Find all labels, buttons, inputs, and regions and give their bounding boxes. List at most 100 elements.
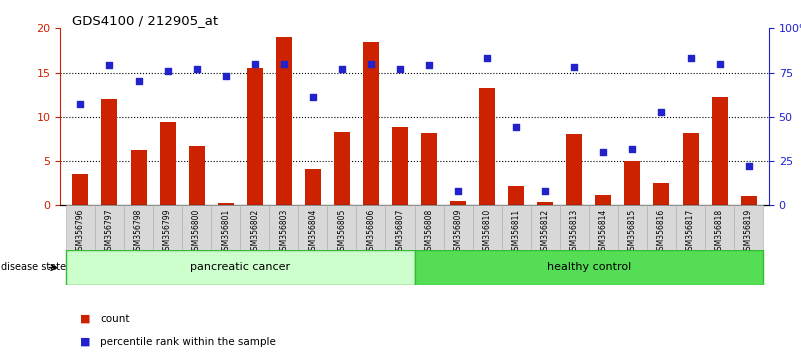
Bar bbox=[711, 97, 727, 205]
FancyBboxPatch shape bbox=[298, 205, 328, 250]
FancyBboxPatch shape bbox=[415, 205, 444, 250]
Bar bbox=[102, 99, 118, 205]
Text: GSM356800: GSM356800 bbox=[192, 209, 201, 255]
Bar bbox=[188, 146, 204, 205]
FancyBboxPatch shape bbox=[531, 205, 560, 250]
Point bbox=[277, 61, 290, 67]
Text: disease state: disease state bbox=[1, 262, 66, 272]
Bar bbox=[479, 88, 495, 205]
Bar bbox=[334, 132, 350, 205]
Text: healthy control: healthy control bbox=[547, 262, 631, 272]
Point bbox=[132, 79, 145, 84]
FancyBboxPatch shape bbox=[589, 205, 618, 250]
Point bbox=[481, 56, 493, 61]
Bar bbox=[595, 195, 611, 205]
Bar bbox=[654, 183, 670, 205]
Point bbox=[539, 188, 552, 194]
Text: ■: ■ bbox=[80, 314, 91, 324]
FancyBboxPatch shape bbox=[560, 205, 589, 250]
Bar bbox=[305, 169, 321, 205]
Point bbox=[248, 61, 261, 67]
Point bbox=[74, 102, 87, 107]
FancyBboxPatch shape bbox=[95, 205, 124, 250]
Text: GSM356796: GSM356796 bbox=[76, 209, 85, 255]
Text: ■: ■ bbox=[80, 337, 91, 347]
FancyBboxPatch shape bbox=[676, 205, 705, 250]
Text: GSM356806: GSM356806 bbox=[366, 209, 376, 255]
Point bbox=[393, 66, 406, 72]
Bar bbox=[131, 150, 147, 205]
Bar bbox=[363, 42, 379, 205]
Bar bbox=[72, 175, 88, 205]
Text: GSM356811: GSM356811 bbox=[512, 209, 521, 255]
Text: GSM356801: GSM356801 bbox=[221, 209, 230, 255]
Point bbox=[509, 125, 522, 130]
Text: GSM356814: GSM356814 bbox=[599, 209, 608, 255]
FancyBboxPatch shape bbox=[182, 205, 211, 250]
Text: GSM356812: GSM356812 bbox=[541, 209, 549, 255]
Bar bbox=[566, 134, 582, 205]
Text: GSM356817: GSM356817 bbox=[686, 209, 695, 255]
FancyBboxPatch shape bbox=[240, 205, 269, 250]
FancyBboxPatch shape bbox=[385, 205, 415, 250]
Point bbox=[161, 68, 174, 74]
FancyBboxPatch shape bbox=[356, 205, 385, 250]
FancyBboxPatch shape bbox=[124, 205, 153, 250]
Text: GDS4100 / 212905_at: GDS4100 / 212905_at bbox=[72, 14, 218, 27]
Text: GSM356819: GSM356819 bbox=[744, 209, 753, 255]
FancyBboxPatch shape bbox=[415, 250, 763, 285]
Bar bbox=[741, 196, 757, 205]
Text: GSM356809: GSM356809 bbox=[453, 209, 463, 255]
Point bbox=[684, 56, 697, 61]
Bar bbox=[247, 68, 263, 205]
Text: GSM356810: GSM356810 bbox=[483, 209, 492, 255]
Text: count: count bbox=[100, 314, 130, 324]
Bar bbox=[421, 133, 437, 205]
Text: GSM356805: GSM356805 bbox=[337, 209, 346, 255]
FancyBboxPatch shape bbox=[269, 205, 298, 250]
Text: GSM356799: GSM356799 bbox=[163, 209, 172, 255]
Text: GSM356816: GSM356816 bbox=[657, 209, 666, 255]
FancyBboxPatch shape bbox=[66, 250, 415, 285]
FancyBboxPatch shape bbox=[473, 205, 501, 250]
Text: GSM356815: GSM356815 bbox=[628, 209, 637, 255]
FancyBboxPatch shape bbox=[211, 205, 240, 250]
Text: GSM356798: GSM356798 bbox=[134, 209, 143, 255]
Point bbox=[336, 66, 348, 72]
Bar bbox=[508, 186, 524, 205]
Bar bbox=[625, 161, 641, 205]
Point bbox=[364, 61, 377, 67]
Point bbox=[452, 188, 465, 194]
Point bbox=[423, 63, 436, 68]
Bar bbox=[276, 37, 292, 205]
Text: GSM356813: GSM356813 bbox=[570, 209, 579, 255]
Bar bbox=[159, 122, 175, 205]
Bar bbox=[537, 202, 553, 205]
Text: GSM356797: GSM356797 bbox=[105, 209, 114, 255]
Point bbox=[597, 149, 610, 155]
FancyBboxPatch shape bbox=[647, 205, 676, 250]
Bar bbox=[682, 133, 698, 205]
FancyBboxPatch shape bbox=[705, 205, 734, 250]
Point bbox=[307, 95, 320, 100]
Point bbox=[626, 146, 639, 152]
Text: GSM356803: GSM356803 bbox=[280, 209, 288, 255]
Text: GSM356818: GSM356818 bbox=[715, 209, 724, 255]
FancyBboxPatch shape bbox=[153, 205, 182, 250]
FancyBboxPatch shape bbox=[444, 205, 473, 250]
FancyBboxPatch shape bbox=[618, 205, 647, 250]
Text: GSM356804: GSM356804 bbox=[308, 209, 317, 255]
Point bbox=[713, 61, 726, 67]
FancyBboxPatch shape bbox=[501, 205, 531, 250]
Point bbox=[743, 164, 755, 169]
Text: GSM356807: GSM356807 bbox=[396, 209, 405, 255]
FancyBboxPatch shape bbox=[66, 205, 95, 250]
FancyBboxPatch shape bbox=[328, 205, 356, 250]
Point bbox=[219, 73, 232, 79]
Point bbox=[568, 64, 581, 70]
Text: GSM356808: GSM356808 bbox=[425, 209, 433, 255]
Bar bbox=[450, 201, 466, 205]
Text: GSM356802: GSM356802 bbox=[250, 209, 260, 255]
Text: percentile rank within the sample: percentile rank within the sample bbox=[100, 337, 276, 347]
FancyBboxPatch shape bbox=[734, 205, 763, 250]
